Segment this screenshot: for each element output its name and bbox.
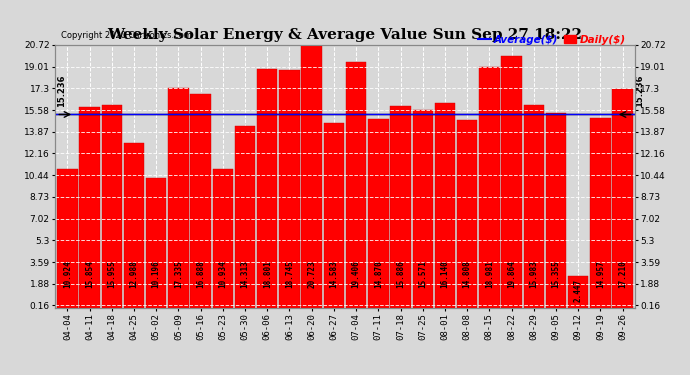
Bar (546, 113, 566, 308)
Text: 19.406: 19.406 (352, 261, 361, 288)
Bar (235, 126, 255, 308)
Bar (612, 90, 633, 308)
Bar (213, 169, 233, 308)
Bar (168, 88, 188, 308)
Bar (502, 56, 522, 308)
Bar (391, 106, 411, 307)
Title: Weekly Solar Energy & Average Value Sun Sep 27 18:22: Weekly Solar Energy & Average Value Sun … (108, 28, 582, 42)
Text: 15.854: 15.854 (85, 261, 94, 288)
Text: 18.981: 18.981 (485, 261, 494, 288)
Text: 19.864: 19.864 (507, 261, 516, 288)
Bar (279, 70, 299, 308)
Bar (346, 62, 366, 308)
Text: 10.196: 10.196 (152, 261, 161, 288)
Bar (524, 105, 544, 308)
Bar (435, 103, 455, 308)
Text: 20.723: 20.723 (307, 261, 316, 288)
Bar (101, 105, 122, 308)
Text: 14.957: 14.957 (596, 261, 605, 288)
Text: 10.924: 10.924 (63, 261, 72, 288)
Bar (302, 45, 322, 308)
Text: Copyright 2020 Cartronics.com: Copyright 2020 Cartronics.com (61, 31, 192, 40)
Bar (257, 69, 277, 308)
Text: 12.988: 12.988 (130, 261, 139, 288)
Text: 16.140: 16.140 (440, 261, 449, 288)
Text: 15.983: 15.983 (529, 261, 538, 288)
Bar (479, 67, 500, 308)
Legend: Average($), Daily($): Average($), Daily($) (474, 30, 629, 49)
Text: 15.571: 15.571 (418, 261, 427, 288)
Text: 17.335: 17.335 (174, 261, 183, 288)
Bar (57, 169, 78, 308)
Bar (413, 110, 433, 308)
Text: 14.313: 14.313 (241, 261, 250, 288)
Text: 15.886: 15.886 (396, 261, 405, 288)
Bar (124, 143, 144, 308)
Bar (146, 178, 166, 308)
Text: 2.447: 2.447 (573, 279, 582, 302)
Text: 15.236: 15.236 (635, 74, 644, 107)
Text: 16.888: 16.888 (196, 261, 205, 288)
Text: 10.934: 10.934 (218, 261, 228, 288)
Text: 18.801: 18.801 (263, 261, 272, 288)
Bar (568, 276, 589, 308)
Bar (590, 118, 611, 308)
Text: 15.955: 15.955 (108, 261, 117, 288)
Bar (79, 106, 100, 308)
Text: 15.236: 15.236 (57, 74, 66, 107)
Bar (368, 119, 388, 308)
Bar (190, 93, 211, 308)
Text: 18.745: 18.745 (285, 261, 294, 288)
Text: 15.355: 15.355 (551, 261, 560, 288)
Text: 14.870: 14.870 (374, 261, 383, 288)
Text: 14.583: 14.583 (329, 261, 338, 288)
Text: 14.808: 14.808 (462, 261, 472, 288)
Bar (457, 120, 477, 308)
Text: 17.210: 17.210 (618, 261, 627, 288)
Bar (324, 123, 344, 308)
